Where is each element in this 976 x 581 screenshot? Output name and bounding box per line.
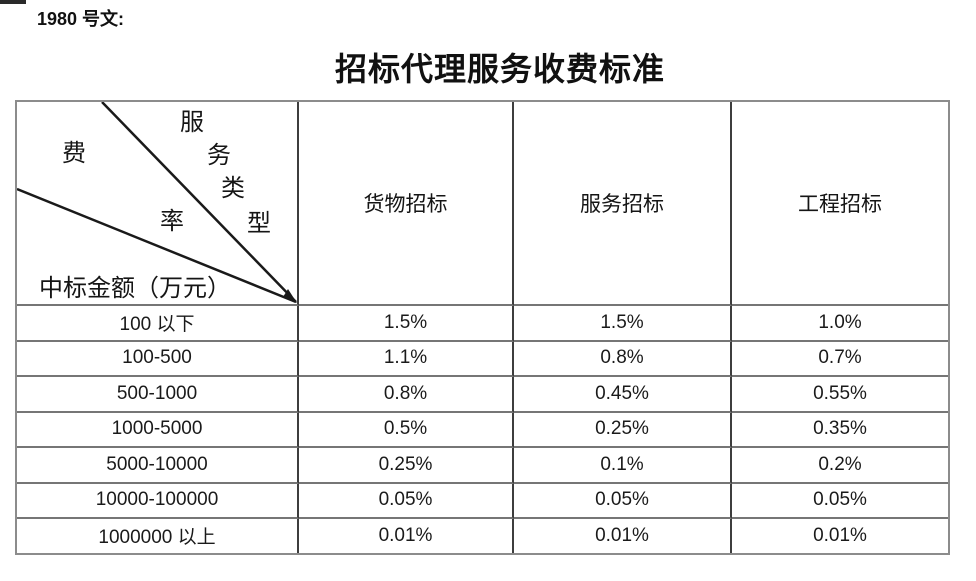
document-reference-label: 1980 号文:	[37, 9, 125, 29]
column-header-goods: 货物招标	[299, 102, 514, 306]
column-header-service: 服务招标	[514, 102, 732, 306]
arrowhead-icon	[283, 289, 297, 303]
row-label: 100 以下	[17, 306, 299, 342]
rate-cell: 0.35%	[732, 413, 948, 448]
rate-cell: 1.5%	[514, 306, 732, 342]
rate-cell: 1.0%	[732, 306, 948, 342]
corner-label-type-char-2: 务	[207, 143, 231, 169]
rate-cell: 0.45%	[514, 377, 732, 413]
rate-cell: 0.01%	[514, 519, 732, 553]
table-header-row: 服 费 务 类 率 型 中标金额（万元） 货物招标 服务招标 工程招标	[17, 102, 948, 306]
rate-cell: 0.01%	[299, 519, 514, 553]
table-row: 1000-5000 0.5% 0.25% 0.35%	[17, 412, 948, 448]
rate-cell: 0.8%	[299, 377, 514, 413]
page-title: 招标代理服务收费标准	[334, 51, 665, 87]
row-label: 1000000 以上	[17, 519, 299, 553]
corner-label-type-char-1: 服	[180, 110, 204, 136]
rate-cell: 0.2%	[732, 448, 948, 484]
rate-cell: 0.25%	[514, 412, 732, 448]
rate-cell: 0.05%	[299, 483, 514, 519]
corner-label-type-char-3: 类	[221, 176, 245, 202]
diagonal-lines	[17, 102, 297, 304]
table-row: 10000-100000 0.05% 0.05% 0.05%	[17, 483, 948, 519]
table-row: 100-500 1.1% 0.8% 0.7%	[17, 341, 948, 377]
rate-cell: 0.55%	[732, 377, 948, 413]
table-row: 500-1000 0.8% 0.45% 0.55%	[17, 377, 948, 413]
table-row: 1000000 以上 0.01% 0.01% 0.01%	[17, 519, 948, 553]
table-row: 100 以下 1.5% 1.5% 1.0%	[17, 306, 948, 342]
row-label: 10000-100000	[17, 483, 299, 519]
row-label: 500-1000	[17, 377, 299, 413]
diagonal-corner-cell: 服 费 务 类 率 型 中标金额（万元）	[17, 102, 299, 306]
column-header-engineering: 工程招标	[732, 102, 948, 306]
rate-cell: 0.01%	[813, 524, 867, 546]
rate-cell: 0.05%	[732, 484, 948, 519]
corner-label-type-char-4: 型	[247, 211, 271, 237]
fee-standard-table: 服 费 务 类 率 型 中标金额（万元） 货物招标 服务招标 工程招标 100 …	[15, 100, 950, 555]
rate-cell: 0.25%	[299, 448, 514, 484]
rate-cell: 1.5%	[299, 306, 514, 342]
corner-label-amount: 中标金额（万元）	[39, 276, 231, 302]
table-row: 5000-10000 0.25% 0.1% 0.2%	[17, 448, 948, 484]
corner-label-rate-char-1: 费	[62, 141, 86, 167]
row-label: 1000-5000	[17, 412, 299, 448]
rate-cell: 0.7%	[732, 342, 948, 377]
rate-cell: 0.8%	[514, 341, 732, 377]
scan-artifact	[0, 0, 26, 4]
row-label: 100-500	[17, 341, 299, 377]
rate-cell: 0.5%	[299, 412, 514, 448]
rate-cell: 1.1%	[299, 341, 514, 377]
row-label: 5000-10000	[17, 448, 299, 484]
rate-cell: 0.1%	[514, 448, 732, 484]
rate-cell: 0.05%	[514, 483, 732, 519]
corner-label-rate-char-2: 率	[160, 209, 184, 235]
diagonal-corner-box: 服 费 务 类 率 型 中标金额（万元）	[17, 102, 297, 304]
